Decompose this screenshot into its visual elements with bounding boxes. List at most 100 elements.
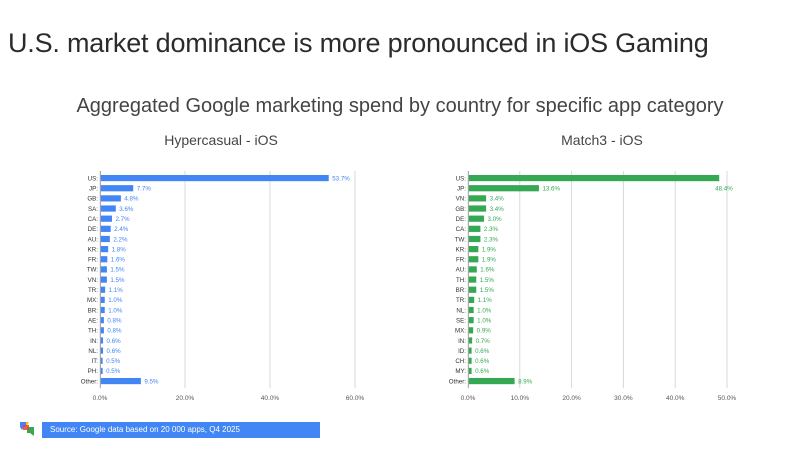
hypercasual-category-label: CA: bbox=[88, 216, 99, 223]
hypercasual-bar bbox=[100, 317, 104, 324]
hypercasual-category-label: VN: bbox=[88, 277, 99, 284]
hypercasual-value-label: 0.6% bbox=[107, 338, 122, 345]
hypercasual-bar bbox=[100, 246, 109, 253]
match3-chart-panel: Match3 - iOS 0.0% 10.0% 20.0% 30.0% 40.0% 50.… bbox=[405, 130, 775, 405]
hypercasual-category-label: IN: bbox=[90, 338, 98, 345]
hypercasual-x-tick-label: 20.0% bbox=[176, 395, 195, 402]
hypercasual-bar bbox=[100, 367, 103, 375]
match3-category-label: DE: bbox=[456, 216, 467, 223]
hypercasual-category-label: NL: bbox=[88, 348, 98, 355]
source-note: Source: Google data based on 20 000 apps… bbox=[42, 422, 320, 438]
match3-category-label: TH: bbox=[456, 277, 466, 284]
hypercasual-bar-chart: 0.0% 20.0% 40.0% 60.0% US: 53.7% JP: 7.7% GB: 4.8… bbox=[81, 171, 365, 402]
hypercasual-x-tick-label: 60.0% bbox=[346, 395, 365, 402]
match3-value-label: 1.9% bbox=[482, 246, 497, 253]
match3-bar bbox=[468, 195, 487, 202]
match3-value-label: 48.4% bbox=[715, 186, 733, 193]
match3-value-label: 0.9% bbox=[477, 328, 492, 335]
hypercasual-value-label: 1.5% bbox=[110, 267, 125, 274]
match3-value-label: 1.9% bbox=[482, 257, 497, 264]
hypercasual-bar bbox=[100, 256, 108, 263]
match3-bar bbox=[468, 357, 472, 364]
match3-value-label: 1.1% bbox=[478, 297, 493, 304]
match3-category-label: ID: bbox=[458, 348, 466, 355]
match3-category-label: TR: bbox=[456, 297, 466, 304]
match3-x-tick-label: 40.0% bbox=[666, 395, 685, 402]
hypercasual-value-label: 1.8% bbox=[112, 246, 127, 253]
match3-category-label: NL: bbox=[456, 307, 466, 314]
match3-x-tick-label: 50.0% bbox=[718, 395, 737, 402]
match3-x-tick-label: 20.0% bbox=[562, 395, 581, 402]
hypercasual-category-label: TR: bbox=[88, 287, 98, 294]
match3-bar bbox=[468, 347, 472, 354]
match3-value-label: 3.4% bbox=[490, 206, 505, 213]
hypercasual-value-label: 3.6% bbox=[119, 206, 134, 213]
hypercasual-bar bbox=[100, 337, 104, 344]
hypercasual-value-label: 1.5% bbox=[110, 277, 125, 284]
hypercasual-value-label: 1.6% bbox=[111, 257, 126, 264]
match3-category-label: US: bbox=[456, 175, 467, 182]
hypercasual-category-label: FR: bbox=[88, 257, 98, 264]
match3-bar bbox=[468, 205, 487, 212]
match3-value-label: 3.4% bbox=[490, 196, 505, 203]
hypercasual-value-label: 2.7% bbox=[115, 216, 130, 223]
match3-value-label: 0.6% bbox=[475, 368, 490, 375]
slide-title: U.S. market dominance is more pronounced… bbox=[8, 28, 709, 58]
match3-bar-chart: 0.0% 10.0% 20.0% 30.0% 40.0% 50.0% US: 48.4% JP:… bbox=[449, 171, 737, 402]
hypercasual-category-label: SA: bbox=[88, 206, 98, 213]
hypercasual-category-label: TH: bbox=[88, 328, 98, 335]
hypercasual-bar bbox=[100, 215, 112, 222]
hypercasual-category-label: IT: bbox=[91, 358, 98, 365]
hypercasual-value-label: 2.2% bbox=[113, 236, 128, 243]
hypercasual-value-label: 0.8% bbox=[107, 317, 122, 324]
match3-value-label: 1.5% bbox=[480, 277, 495, 284]
match3-bar bbox=[468, 377, 515, 385]
match3-category-label: IN: bbox=[458, 338, 466, 345]
match3-chart-title: Match3 - iOS bbox=[561, 132, 643, 148]
hypercasual-bar bbox=[100, 327, 104, 334]
hypercasual-category-label: JP: bbox=[89, 186, 98, 193]
match3-bar bbox=[468, 367, 472, 375]
hypercasual-bar bbox=[100, 266, 107, 273]
hypercasual-bar bbox=[100, 195, 121, 202]
match3-category-label: MX: bbox=[455, 328, 466, 335]
hypercasual-category-label: Other: bbox=[81, 378, 98, 385]
hypercasual-value-label: 1.0% bbox=[108, 297, 123, 304]
match3-x-tick-label: 30.0% bbox=[614, 395, 633, 402]
google-ads-logo-icon bbox=[20, 422, 34, 436]
match3-bar bbox=[468, 296, 475, 303]
match3-value-label: 0.6% bbox=[475, 358, 490, 365]
match3-bar bbox=[468, 327, 474, 334]
hypercasual-x-tick-label: 0.0% bbox=[93, 395, 108, 402]
hypercasual-category-label: KR: bbox=[88, 246, 99, 253]
hypercasual-bar bbox=[100, 357, 103, 364]
hypercasual-value-label: 7.7% bbox=[137, 186, 152, 193]
match3-bar bbox=[468, 337, 473, 344]
match3-value-label: 1.5% bbox=[480, 287, 495, 294]
match3-value-label: 13.6% bbox=[542, 186, 560, 193]
hypercasual-value-label: 0.5% bbox=[106, 368, 121, 375]
match3-bar bbox=[468, 286, 477, 293]
hypercasual-value-label: 53.7% bbox=[332, 175, 350, 182]
hypercasual-category-label: US: bbox=[88, 175, 99, 182]
match3-category-label: FR: bbox=[456, 257, 466, 264]
hypercasual-value-label: 1.1% bbox=[109, 287, 124, 294]
match3-bar bbox=[468, 246, 479, 253]
hypercasual-category-label: PH: bbox=[88, 368, 99, 375]
hypercasual-chart-panel: Hypercasual - iOS 0.0% 20.0% 40.0% 60.0% US:… bbox=[40, 130, 410, 405]
match3-value-label: 2.3% bbox=[484, 236, 499, 243]
match3-bar bbox=[468, 306, 474, 314]
hypercasual-category-label: GB: bbox=[87, 196, 98, 203]
match3-bar bbox=[468, 225, 481, 232]
hypercasual-value-label: 0.6% bbox=[107, 348, 122, 355]
hypercasual-category-label: TW: bbox=[87, 267, 99, 274]
match3-bar bbox=[468, 266, 477, 273]
hypercasual-category-label: BR: bbox=[88, 307, 99, 314]
match3-bar bbox=[468, 185, 539, 192]
hypercasual-bar bbox=[100, 185, 134, 192]
match3-category-label: BR: bbox=[456, 287, 467, 294]
hypercasual-value-label: 2.4% bbox=[114, 226, 129, 233]
match3-value-label: 1.0% bbox=[477, 307, 492, 314]
match3-bar bbox=[468, 256, 479, 263]
match3-value-label: 3.0% bbox=[488, 216, 503, 223]
